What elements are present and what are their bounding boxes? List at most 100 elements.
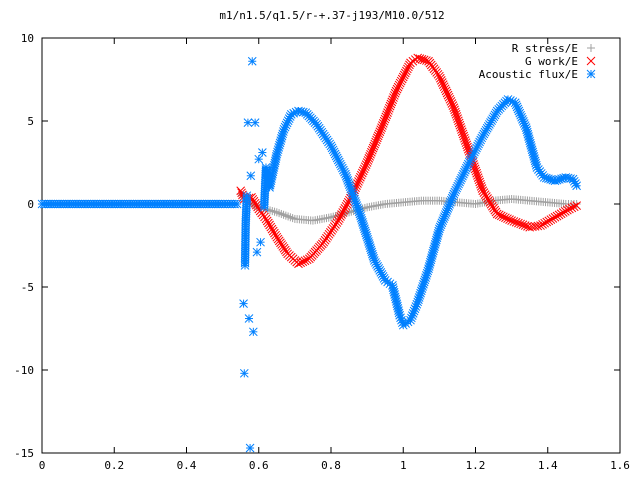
data-point (300, 256, 310, 266)
data-point (356, 170, 366, 180)
data-point (443, 90, 453, 100)
x-tick-label: 0.6 (249, 459, 269, 472)
data-point (392, 84, 402, 94)
chart-title: m1/n1.5/q1.5/r-+.37-j193/M10.0/512 (219, 9, 444, 22)
legend-label: Acoustic flux/E (479, 68, 578, 81)
data-point (250, 198, 260, 208)
data-point (554, 210, 564, 220)
data-point (267, 224, 277, 234)
data-point (436, 76, 446, 85)
data-point (355, 174, 364, 184)
y-tick-label: -15 (14, 447, 34, 460)
data-point (516, 219, 526, 229)
data-point (403, 64, 412, 74)
legend-marker (586, 56, 596, 66)
data-point (558, 208, 568, 217)
data-point (391, 86, 401, 96)
x-tick-label: 1.4 (538, 459, 558, 472)
data-point (245, 443, 255, 453)
data-point (393, 82, 403, 92)
x-tick-label: 0.8 (321, 459, 341, 472)
data-point (514, 218, 523, 228)
y-tick-label: 10 (21, 32, 34, 45)
data-point (339, 206, 349, 215)
data-point (270, 228, 279, 238)
data-point (572, 201, 582, 211)
legend-label: G work/E (525, 55, 578, 68)
data-point (441, 86, 451, 96)
data-point (560, 206, 570, 216)
data-point (563, 205, 572, 215)
data-point (484, 196, 494, 205)
data-point (478, 186, 488, 196)
data-point (507, 216, 516, 225)
data-point (360, 203, 369, 212)
data-point (354, 177, 363, 186)
data-point (249, 196, 259, 206)
data-point (509, 217, 519, 226)
data-point (258, 148, 267, 157)
data-point (408, 56, 418, 66)
data-point (511, 217, 521, 227)
data-point (340, 203, 350, 213)
data-point (438, 80, 448, 89)
plot-area-frame (41, 37, 621, 454)
data-point (268, 226, 278, 236)
data-point (261, 214, 271, 224)
data-point (395, 78, 405, 88)
data-point (357, 168, 367, 178)
x-tick-label: 0.4 (177, 459, 197, 472)
data-point (518, 220, 528, 230)
data-point (528, 222, 537, 232)
data-point (356, 172, 365, 182)
data-point (404, 62, 413, 72)
x-tick-label: 1 (400, 459, 407, 472)
data-point (268, 207, 277, 216)
data-point (239, 368, 249, 378)
data-point (447, 99, 457, 108)
data-point (488, 201, 497, 211)
data-point (439, 82, 449, 92)
data-point (490, 110, 500, 120)
data-point (485, 197, 495, 207)
data-point (548, 214, 558, 223)
data-point (394, 80, 404, 90)
data-point (530, 222, 540, 231)
x-tick-label: 0.2 (104, 459, 124, 472)
data-point (406, 58, 415, 68)
data-point (342, 199, 352, 209)
data-point (401, 66, 411, 76)
data-point (435, 71, 444, 81)
data-point (262, 216, 272, 226)
data-point (546, 215, 556, 225)
data-point (294, 259, 303, 269)
data-point (544, 216, 554, 226)
data-point (440, 84, 450, 94)
data-point (396, 76, 406, 86)
data-point (479, 188, 489, 198)
data-point (266, 222, 276, 232)
data-point (246, 171, 256, 181)
data-point (298, 257, 308, 267)
data-point (264, 218, 273, 228)
data-point (296, 258, 306, 268)
data-point (333, 216, 343, 225)
data-marks (37, 53, 582, 453)
legend-marker (587, 44, 595, 52)
data-point (542, 217, 552, 227)
data-point (400, 68, 410, 78)
data-point (232, 199, 242, 209)
series-0 (236, 190, 581, 225)
data-point (538, 220, 547, 229)
data-point (489, 203, 498, 213)
data-point (397, 74, 407, 84)
data-point (525, 222, 535, 232)
data-point (446, 97, 456, 106)
data-point (477, 184, 487, 193)
legend-marker (586, 69, 596, 79)
data-point (445, 94, 455, 104)
data-point (336, 212, 345, 221)
data-point (250, 118, 260, 128)
y-tick-label: 0 (27, 198, 34, 211)
